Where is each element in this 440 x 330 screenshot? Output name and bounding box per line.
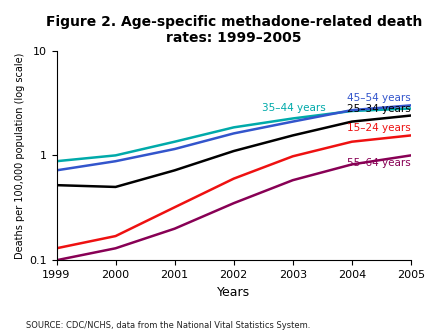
Text: 55–64 years: 55–64 years [347, 158, 411, 168]
Text: 35–44 years: 35–44 years [261, 103, 325, 113]
Text: 45–54 years: 45–54 years [347, 93, 411, 103]
Y-axis label: Deaths per 100,000 population (log scale): Deaths per 100,000 population (log scale… [15, 52, 25, 259]
Text: SOURCE: CDC/NCHS, data from the National Vital Statistics System.: SOURCE: CDC/NCHS, data from the National… [26, 321, 311, 330]
Text: 15–24 years: 15–24 years [347, 123, 411, 133]
Text: 25–34 years: 25–34 years [347, 104, 411, 114]
X-axis label: Years: Years [217, 285, 250, 299]
Title: Figure 2. Age-specific methadone-related death
rates: 1999–2005: Figure 2. Age-specific methadone-related… [45, 15, 422, 45]
